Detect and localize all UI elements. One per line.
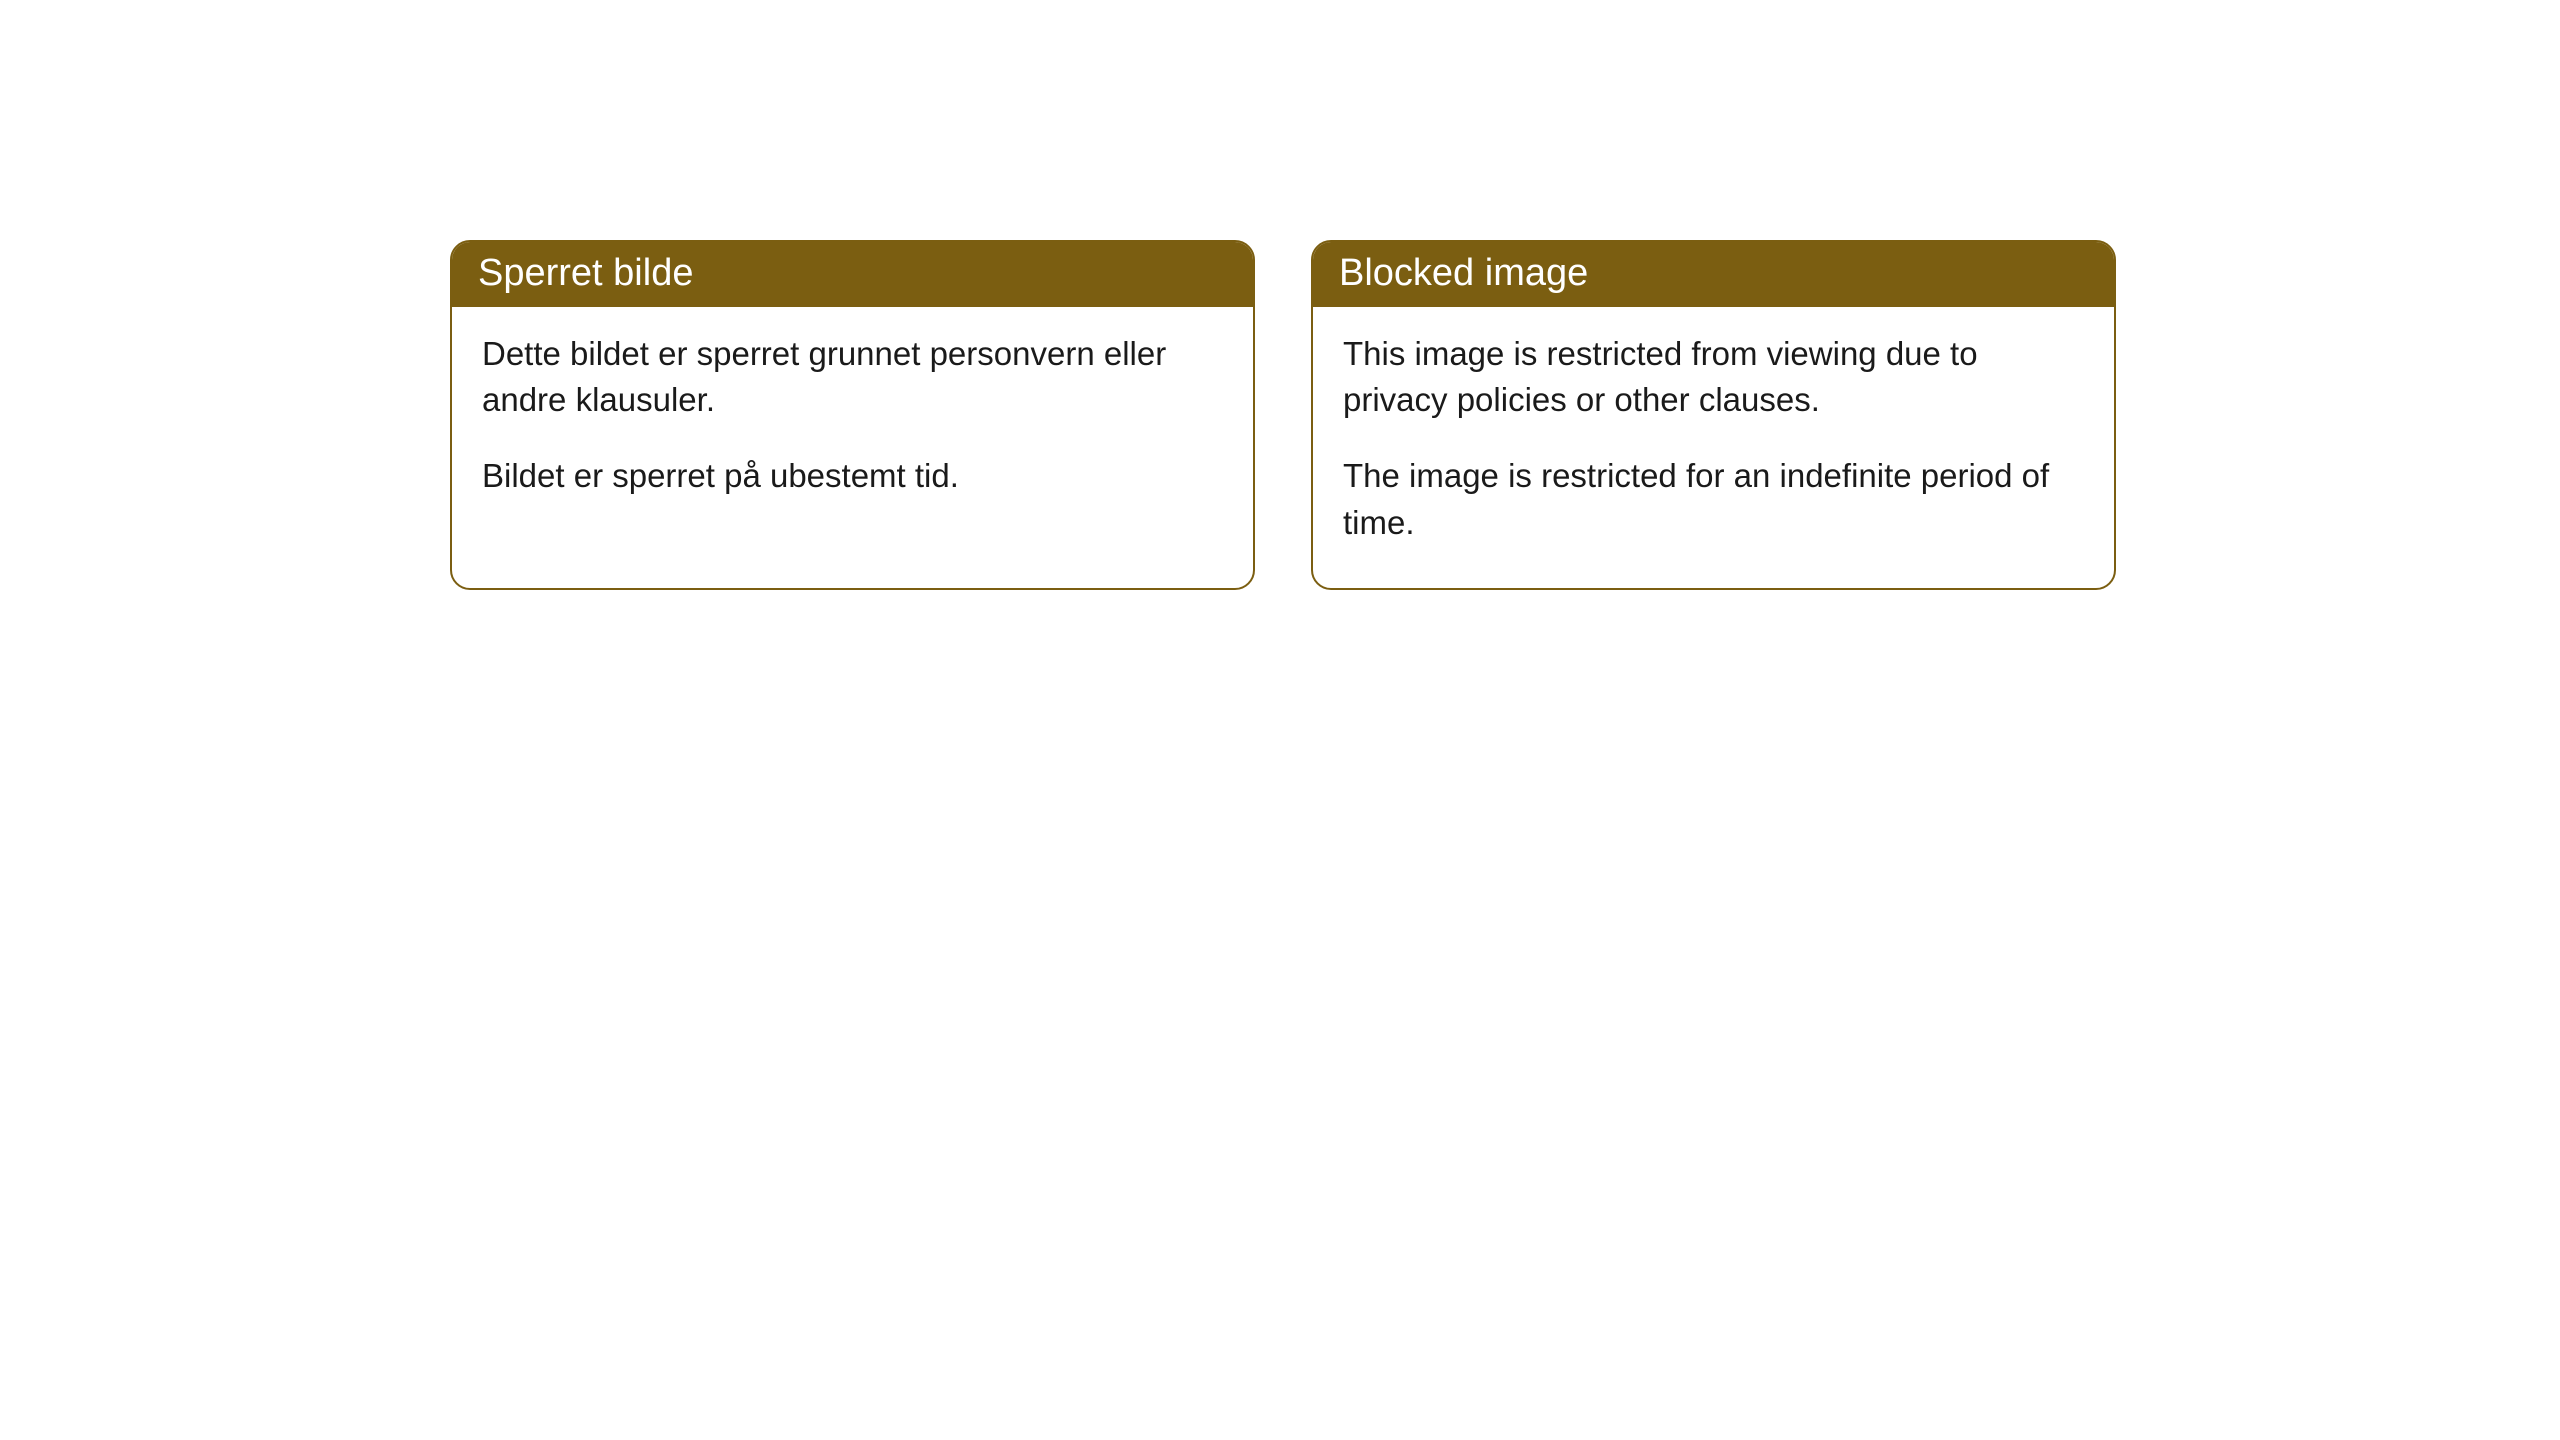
card-body-no: Dette bildet er sperret grunnet personve… [452, 307, 1253, 542]
blocked-image-card-no: Sperret bilde Dette bildet er sperret gr… [450, 240, 1255, 590]
card-body-en: This image is restricted from viewing du… [1313, 307, 2114, 588]
notice-container: Sperret bilde Dette bildet er sperret gr… [0, 0, 2560, 590]
card-header-en: Blocked image [1313, 242, 2114, 307]
notice-text-no-2: Bildet er sperret på ubestemt tid. [482, 453, 1223, 499]
blocked-image-card-en: Blocked image This image is restricted f… [1311, 240, 2116, 590]
notice-text-no-1: Dette bildet er sperret grunnet personve… [482, 331, 1223, 423]
notice-text-en-2: The image is restricted for an indefinit… [1343, 453, 2084, 545]
notice-text-en-1: This image is restricted from viewing du… [1343, 331, 2084, 423]
card-header-no: Sperret bilde [452, 242, 1253, 307]
